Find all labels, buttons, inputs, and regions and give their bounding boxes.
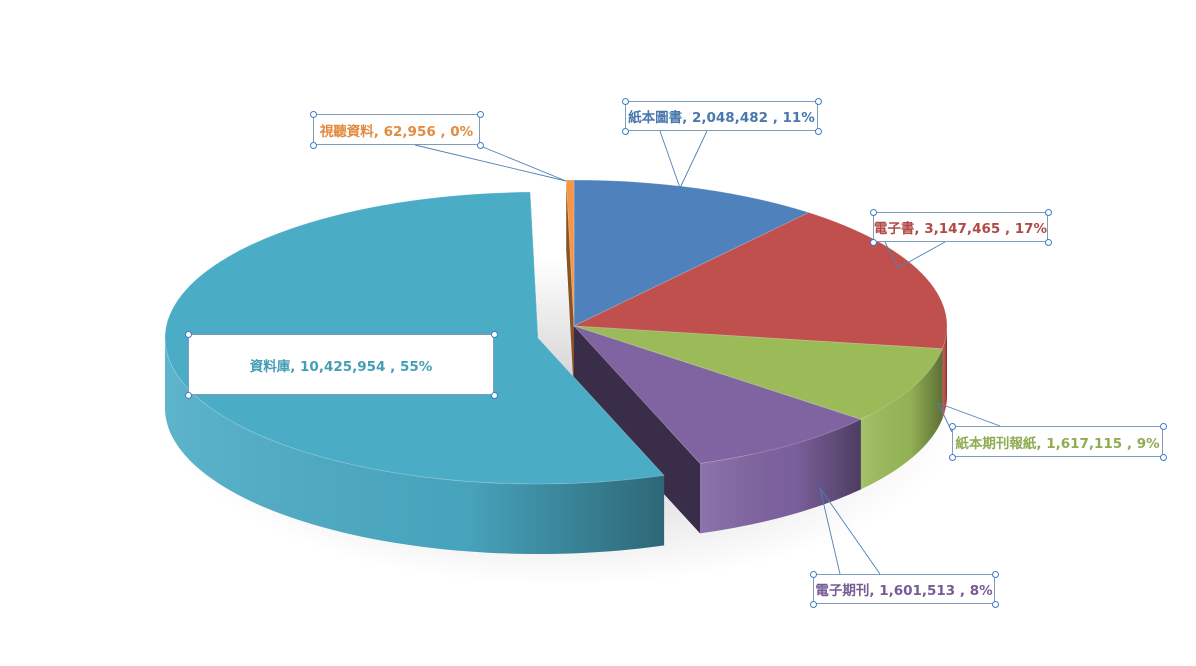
- label-resize-handle[interactable]: [810, 601, 817, 608]
- leader-line-0: [679, 130, 708, 189]
- pie-slice-3: [572, 325, 862, 464]
- label-resize-handle[interactable]: [622, 98, 629, 105]
- label-resize-handle[interactable]: [310, 142, 317, 149]
- label-resize-handle[interactable]: [1160, 454, 1167, 461]
- leader-line-1: [897, 241, 946, 269]
- pie-slice-2: [573, 325, 944, 420]
- slice-side-1-shade: [942, 326, 947, 419]
- label-resize-handle[interactable]: [477, 111, 484, 118]
- slice-face-3: [574, 326, 701, 534]
- label-resize-handle[interactable]: [992, 601, 999, 608]
- label-resize-handle[interactable]: [1160, 423, 1167, 430]
- label-resize-handle[interactable]: [1045, 239, 1052, 246]
- data-label-3[interactable]: 電子期刊, 1,601,513 , 8%: [813, 574, 995, 604]
- label-resize-handle[interactable]: [870, 239, 877, 246]
- label-resize-handle[interactable]: [185, 331, 192, 338]
- label-resize-handle[interactable]: [310, 111, 317, 118]
- label-resize-handle[interactable]: [870, 209, 877, 216]
- leader-line-1: [884, 241, 899, 269]
- label-resize-handle[interactable]: [815, 128, 822, 135]
- slice-face-5: [566, 180, 574, 396]
- label-resize-handle[interactable]: [992, 571, 999, 578]
- data-label-4[interactable]: 資料庫, 10,425,954 , 55%: [188, 334, 494, 395]
- pie-slice-5: [565, 179, 575, 327]
- slice-side-2-shade: [860, 348, 943, 490]
- slice-side-3-shade: [700, 419, 861, 534]
- leader-line-5: [477, 144, 567, 182]
- leader-line-3: [819, 487, 881, 575]
- label-resize-handle[interactable]: [815, 98, 822, 105]
- label-resize-handle[interactable]: [810, 571, 817, 578]
- pie-slice-1: [572, 212, 948, 350]
- label-resize-handle[interactable]: [491, 392, 498, 399]
- label-resize-handle[interactable]: [949, 423, 956, 430]
- data-label-1[interactable]: 電子書, 3,147,465 , 17%: [873, 212, 1048, 242]
- leader-line-2: [937, 402, 1001, 427]
- label-resize-handle[interactable]: [491, 331, 498, 338]
- data-label-0[interactable]: 紙本圖書, 2,048,482 , 11%: [625, 101, 818, 131]
- label-resize-handle[interactable]: [477, 142, 484, 149]
- slice-side-4-shade: [165, 338, 665, 554]
- pie-slice-0: [573, 179, 810, 327]
- label-resize-handle[interactable]: [949, 454, 956, 461]
- data-label-2[interactable]: 紙本期刊報紙, 1,617,115 , 9%: [952, 426, 1163, 457]
- leader-line-3: [819, 487, 841, 575]
- data-label-5[interactable]: 視聽資料, 62,956 , 0%: [313, 114, 480, 145]
- leader-line-0: [659, 130, 681, 189]
- label-resize-handle[interactable]: [185, 392, 192, 399]
- label-resize-handle[interactable]: [1045, 209, 1052, 216]
- label-resize-handle[interactable]: [622, 128, 629, 135]
- leader-line-5: [414, 144, 567, 182]
